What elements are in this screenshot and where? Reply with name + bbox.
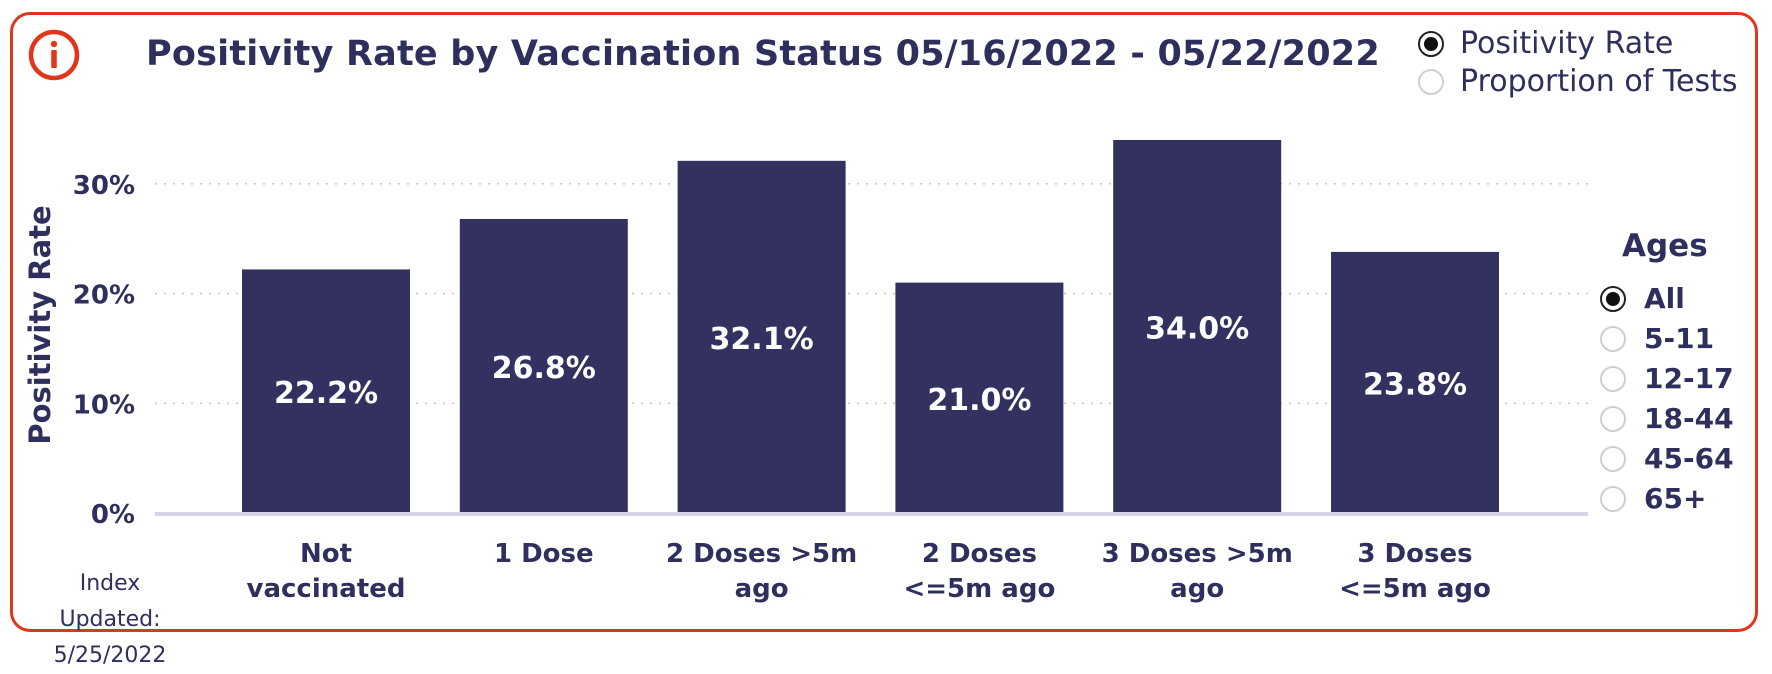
age-option-45-64[interactable]: 45-64 [1600, 442, 1734, 475]
radio-unselected-icon[interactable] [1418, 68, 1444, 95]
index-updated-label: Index Updated: [59, 571, 161, 632]
radio-unselected-icon[interactable] [1600, 325, 1626, 352]
radio-selected-icon[interactable] [1418, 30, 1444, 57]
age-option-label: 45-64 [1644, 442, 1734, 475]
age-option-label: 5-11 [1644, 322, 1715, 355]
info-icon[interactable] [27, 28, 81, 82]
radio-unselected-icon[interactable] [1600, 485, 1626, 512]
radio-unselected-icon[interactable] [1600, 365, 1626, 392]
chart-frame [10, 12, 1758, 632]
toggle-label: Proportion of Tests [1460, 64, 1738, 99]
age-option-label: All [1644, 282, 1685, 315]
toggle-positivity-rate[interactable]: Positivity Rate [1418, 26, 1673, 61]
radio-unselected-icon[interactable] [1600, 445, 1626, 472]
toggle-label: Positivity Rate [1460, 26, 1674, 61]
age-option-label: 12-17 [1644, 362, 1734, 395]
radio-unselected-icon[interactable] [1600, 405, 1626, 432]
age-option-label: 18-44 [1644, 402, 1734, 435]
age-option-label: 65+ [1644, 482, 1707, 515]
toggle-proportion-of-tests[interactable]: Proportion of Tests [1418, 64, 1738, 99]
index-updated-date: 5/25/2022 [53, 643, 167, 668]
age-option-65-plus[interactable]: 65+ [1600, 482, 1706, 515]
chart-title: Positivity Rate by Vaccination Status 05… [146, 34, 1380, 74]
index-updated: Index Updated: 5/25/2022 [30, 566, 190, 674]
radio-selected-icon[interactable] [1600, 285, 1626, 312]
age-option-12-17[interactable]: 12-17 [1600, 362, 1734, 395]
ages-title: Ages [1622, 228, 1708, 264]
age-option-all[interactable]: All [1600, 282, 1685, 315]
age-option-5-11[interactable]: 5-11 [1600, 322, 1714, 355]
age-option-18-44[interactable]: 18-44 [1600, 402, 1734, 435]
